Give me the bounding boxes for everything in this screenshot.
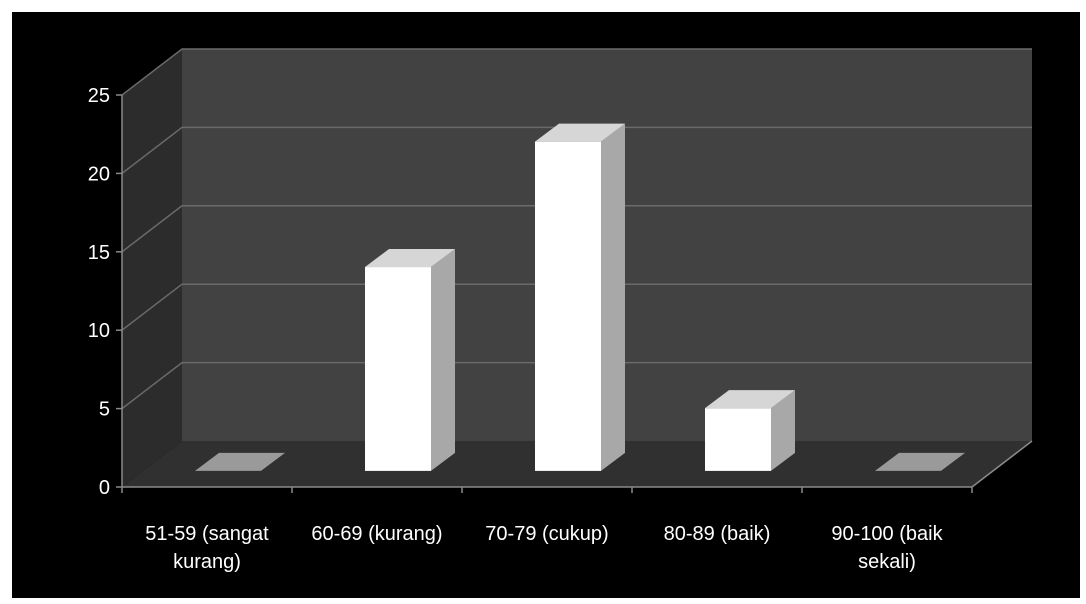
gridline [121,361,1032,410]
side-wall [122,49,182,487]
x-tick-label: 51-59 (sangat kurang) [145,523,269,573]
bar-front [535,141,601,471]
bar-side [431,249,455,471]
bar-side [771,390,795,471]
gridline [121,205,1032,253]
bar-top [535,123,625,142]
x-tick-label: 60-69 (kurang) [311,523,442,545]
y-axis-ticks: 0 5 10 15 20 25 [88,85,110,499]
x-tick-label-line: sekali) [858,551,916,573]
y-tick-label: 10 [88,320,110,342]
x-tick-label-line: 51-59 (sangat [145,523,269,545]
y-tick-label: 15 [88,242,110,264]
floor-edge-line [971,440,1033,488]
y-tick-label: 0 [99,477,110,499]
bar [705,390,795,471]
x-tick-label-line: 90-100 (baik [831,523,943,545]
y-tick-label: 25 [88,85,110,107]
bar [535,123,625,471]
bar [195,452,285,471]
bar-front [365,267,431,471]
y-tick-label: 5 [99,399,110,421]
x-tick-label-line: kurang) [173,551,241,573]
gridline [121,48,1032,96]
gridline [121,126,1032,174]
bar-top [365,249,455,268]
chart-axes [116,94,1033,493]
x-tick-label-line: 70-79 (cukup) [485,523,608,545]
x-axis-ticks: 51-59 (sangat kurang) 60-69 (kurang) 70-79 … [145,523,943,573]
gridline [121,283,1032,331]
bars [195,123,965,471]
y-tick-label: 20 [88,163,110,185]
x-tick-label-line: 80-89 (baik) [664,523,771,545]
bar-top [195,452,285,471]
bar-top [705,390,795,409]
bar [875,452,965,471]
bar-side [601,123,625,471]
x-tick-label: 70-79 (cukup) [485,523,608,545]
x-tick-label: 90-100 (baik sekali) [831,523,943,573]
bar [365,249,455,471]
bar-top [875,452,965,471]
gridlines [121,48,1032,410]
x-tick-label: 80-89 (baik) [664,523,771,545]
bar-front [705,408,771,471]
x-tick-label-line: 60-69 (kurang) [311,523,442,545]
